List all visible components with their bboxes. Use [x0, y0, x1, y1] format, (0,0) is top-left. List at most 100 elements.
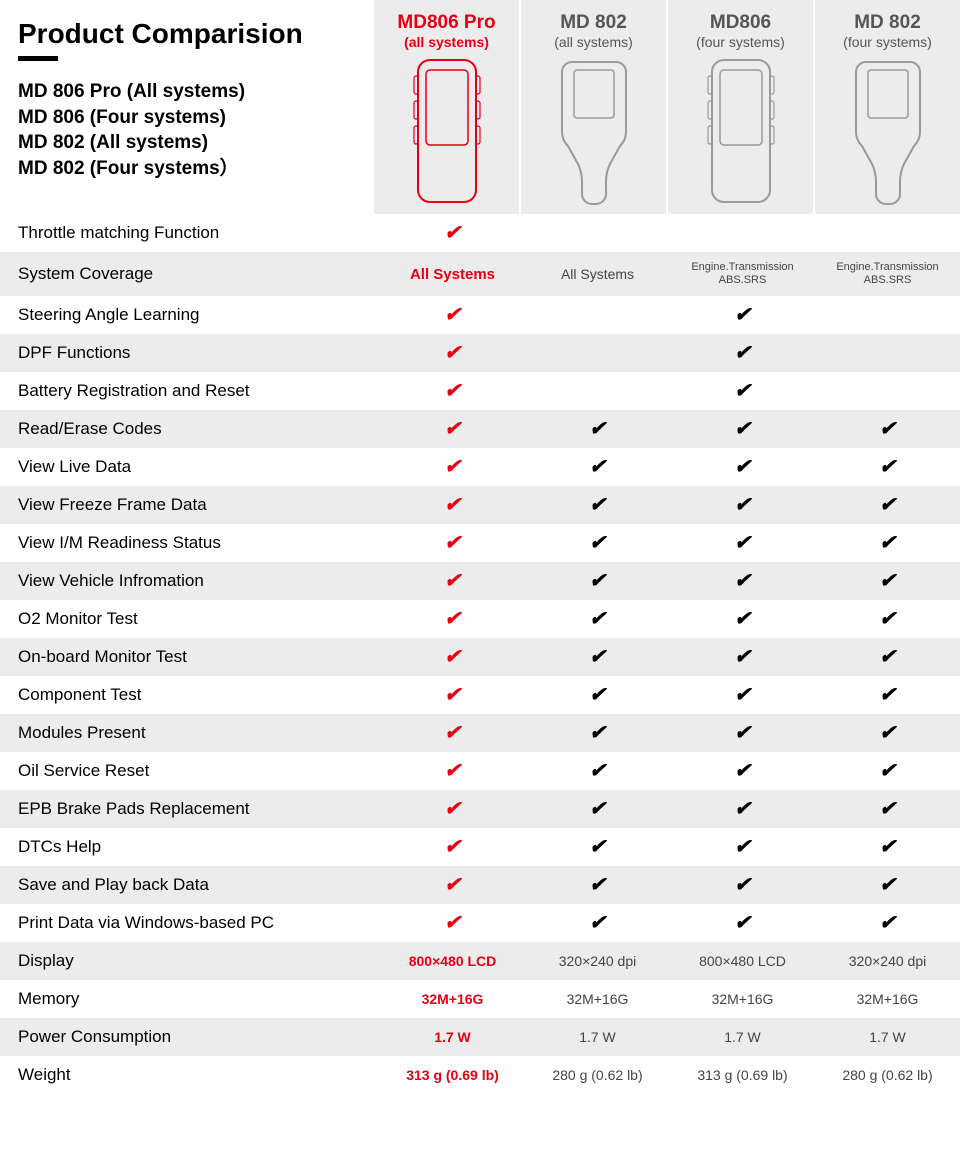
feature-label: Oil Service Reset	[0, 752, 380, 790]
device-rugged-icon	[412, 56, 482, 206]
feature-cell	[525, 296, 670, 334]
check-icon: ✔	[444, 495, 461, 515]
header-left: Product Comparision MD 806 Pro (All syst…	[0, 0, 374, 214]
product-column: MD806 (four systems)	[668, 0, 813, 214]
feature-cell	[815, 334, 960, 372]
feature-cell: ✔	[670, 524, 815, 562]
check-icon: ✔	[589, 647, 606, 667]
feature-label: Throttle matching Function	[0, 214, 380, 252]
check-icon: ✔	[734, 495, 751, 515]
check-icon: ✔	[879, 457, 896, 477]
feature-label: On-board Monitor Test	[0, 638, 380, 676]
feature-label: Component Test	[0, 676, 380, 714]
feature-cell: ✔	[525, 866, 670, 904]
feature-label: DTCs Help	[0, 828, 380, 866]
feature-cell: ✔	[670, 676, 815, 714]
check-icon: ✔	[589, 913, 606, 933]
check-icon: ✔	[734, 761, 751, 781]
feature-cell: 32M+16G	[525, 980, 670, 1018]
check-icon: ✔	[589, 685, 606, 705]
check-icon: ✔	[444, 913, 461, 933]
table-row: Battery Registration and Reset ✔ ✔	[0, 372, 960, 410]
table-row: View Live Data✔✔✔✔	[0, 448, 960, 486]
feature-label: Print Data via Windows-based PC	[0, 904, 380, 942]
feature-cell: ✔	[670, 790, 815, 828]
check-icon: ✔	[734, 305, 751, 325]
feature-cell: ✔	[380, 372, 525, 410]
feature-cell: ✔	[815, 638, 960, 676]
feature-cell: ✔	[670, 296, 815, 334]
check-icon: ✔	[879, 837, 896, 857]
check-icon: ✔	[444, 761, 461, 781]
list-item: MD 806 (Four systems)	[18, 105, 374, 131]
product-columns: MD806 Pro (all systems) MD 802 (all syst…	[374, 0, 960, 214]
feature-cell: ✔	[670, 714, 815, 752]
feature-cell	[525, 372, 670, 410]
feature-cell: ✔	[670, 638, 815, 676]
check-icon: ✔	[589, 533, 606, 553]
check-icon: ✔	[444, 419, 461, 439]
feature-label: View I/M Readiness Status	[0, 524, 380, 562]
title-underline	[18, 56, 58, 61]
check-icon: ✔	[589, 457, 606, 477]
check-icon: ✔	[879, 913, 896, 933]
feature-label: Save and Play back Data	[0, 866, 380, 904]
feature-cell: 320×240 dpi	[815, 942, 960, 980]
check-icon: ✔	[589, 799, 606, 819]
check-icon: ✔	[734, 381, 751, 401]
device-handheld-icon	[848, 56, 928, 206]
feature-cell: 32M+16G	[815, 980, 960, 1018]
feature-cell: 32M+16G	[380, 980, 525, 1018]
product-column: MD 802 (four systems)	[815, 0, 960, 214]
check-icon: ✔	[879, 875, 896, 895]
check-icon: ✔	[734, 419, 751, 439]
product-column: MD806 Pro (all systems)	[374, 0, 519, 214]
feature-cell: ✔	[670, 448, 815, 486]
table-row: Read/Erase Codes✔✔✔✔	[0, 410, 960, 448]
feature-cell: ✔	[380, 676, 525, 714]
feature-label: EPB Brake Pads Replacement	[0, 790, 380, 828]
feature-cell: 1.7 W	[525, 1018, 670, 1056]
feature-cell: ✔	[815, 866, 960, 904]
feature-cell: ✔	[815, 562, 960, 600]
feature-cell: ✔	[815, 828, 960, 866]
check-icon: ✔	[444, 305, 461, 325]
cell-text: Engine.TransmissionABS.SRS	[823, 261, 952, 287]
feature-label: View Freeze Frame Data	[0, 486, 380, 524]
feature-cell: ✔	[670, 752, 815, 790]
check-icon: ✔	[879, 533, 896, 553]
header-row: Product Comparision MD 806 Pro (All syst…	[0, 0, 960, 214]
check-icon: ✔	[879, 761, 896, 781]
feature-cell: ✔	[670, 410, 815, 448]
check-icon: ✔	[444, 647, 461, 667]
feature-label: View Vehicle Infromation	[0, 562, 380, 600]
feature-cell: 320×240 dpi	[525, 942, 670, 980]
feature-label: Weight	[0, 1056, 380, 1094]
feature-label: Modules Present	[0, 714, 380, 752]
feature-cell: 32M+16G	[670, 980, 815, 1018]
check-icon: ✔	[879, 495, 896, 515]
feature-cell	[525, 334, 670, 372]
feature-label: O2 Monitor Test	[0, 600, 380, 638]
feature-cell: ✔	[525, 600, 670, 638]
check-icon: ✔	[444, 799, 461, 819]
feature-label: Battery Registration and Reset	[0, 372, 380, 410]
feature-cell: ✔	[525, 676, 670, 714]
feature-cell: 280 g (0.62 lb)	[815, 1056, 960, 1094]
feature-cell: ✔	[670, 486, 815, 524]
check-icon: ✔	[444, 381, 461, 401]
feature-cell: ✔	[380, 524, 525, 562]
feature-label: Read/Erase Codes	[0, 410, 380, 448]
table-row: Throttle matching Function✔	[0, 214, 960, 252]
feature-label: Memory	[0, 980, 380, 1018]
feature-cell: All Systems	[380, 252, 525, 296]
feature-cell: ✔	[815, 714, 960, 752]
table-row: Power Consumption1.7 W1.7 W1.7 W1.7 W	[0, 1018, 960, 1056]
check-icon: ✔	[734, 647, 751, 667]
check-icon: ✔	[879, 685, 896, 705]
table-row: Modules Present✔✔✔✔	[0, 714, 960, 752]
check-icon: ✔	[589, 837, 606, 857]
check-icon: ✔	[734, 723, 751, 743]
check-icon: ✔	[444, 875, 461, 895]
feature-cell: ✔	[670, 828, 815, 866]
